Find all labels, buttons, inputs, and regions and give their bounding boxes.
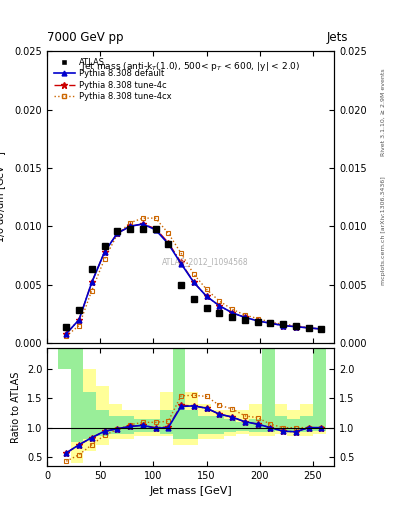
Bar [198,404,211,439]
Bar [96,387,109,445]
Bar [313,348,325,434]
Bar [160,410,173,434]
Bar [300,416,313,432]
Bar [236,410,249,434]
Bar [83,392,96,439]
Text: Jets: Jets [326,31,348,44]
Bar [313,348,325,431]
Legend: ATLAS, Pythia 8.308 default, Pythia 8.308 tune-4c, Pythia 8.308 tune-4cx: ATLAS, Pythia 8.308 default, Pythia 8.30… [51,55,174,104]
Bar [262,348,275,436]
Bar [211,416,224,434]
Bar [249,404,262,436]
Bar [58,348,70,369]
Bar [83,369,96,451]
Bar [249,419,262,432]
Bar [300,404,313,436]
Bar [70,348,83,463]
Bar [185,410,198,439]
Bar [147,419,160,432]
Bar [109,416,121,434]
Bar [173,348,185,445]
Bar [211,410,224,439]
X-axis label: Jet mass [GeV]: Jet mass [GeV] [149,486,232,496]
Bar [70,348,83,442]
Bar [275,404,287,434]
Bar [198,416,211,434]
Bar [262,348,275,432]
Bar [224,419,236,432]
Bar [121,416,134,434]
Bar [185,392,198,445]
Bar [96,410,109,436]
Bar [275,416,287,431]
Bar [287,419,300,432]
Bar [134,410,147,436]
Text: 7000 GeV pp: 7000 GeV pp [47,31,124,44]
Text: ATLAS_2012_I1094568: ATLAS_2012_I1094568 [162,257,248,266]
Bar [236,422,249,431]
Text: mcplots.cern.ch [arXiv:1306.3436]: mcplots.cern.ch [arXiv:1306.3436] [381,176,386,285]
Bar [58,348,70,369]
Bar [287,410,300,436]
Text: Rivet 3.1.10, ≥ 2.9M events: Rivet 3.1.10, ≥ 2.9M events [381,69,386,157]
Bar [109,404,121,439]
Bar [224,410,236,436]
Bar [160,392,173,436]
Bar [173,348,185,439]
Bar [121,410,134,439]
Y-axis label: Ratio to ATLAS: Ratio to ATLAS [11,371,21,443]
Text: Jet mass (anti-k$_{T}$(1.0), 500< p$_{T}$ < 600, |y| < 2.0): Jet mass (anti-k$_{T}$(1.0), 500< p$_{T}… [81,60,300,73]
Bar [147,410,160,436]
Y-axis label: 1/σ dσ/dm [GeV$^{-1}$]: 1/σ dσ/dm [GeV$^{-1}$] [0,151,9,244]
Bar [134,419,147,432]
